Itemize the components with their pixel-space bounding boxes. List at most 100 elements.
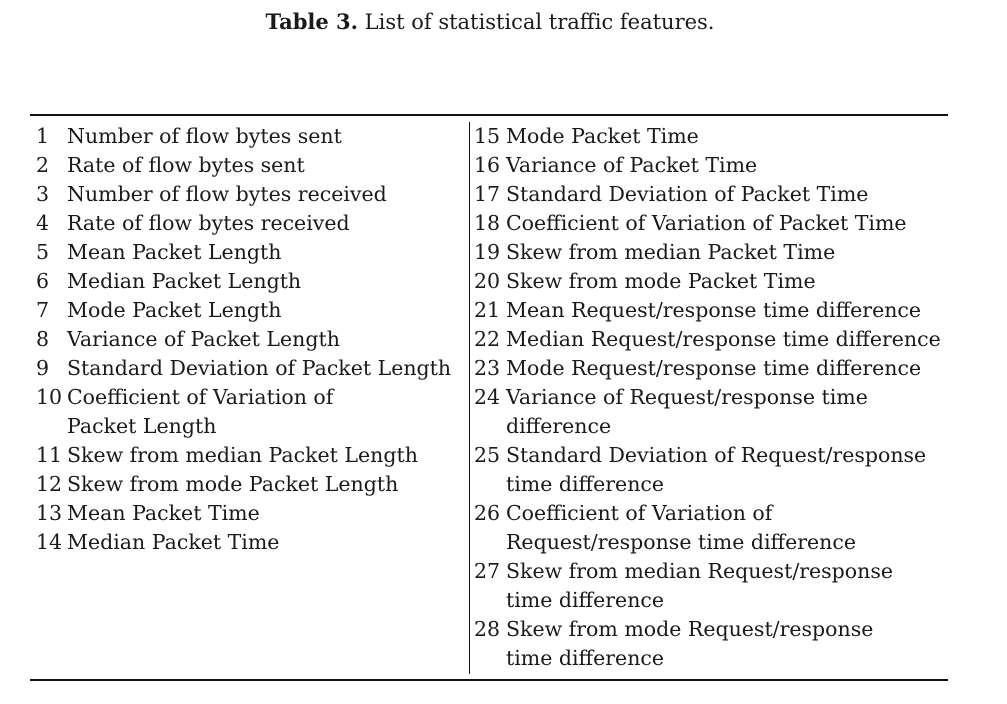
table-row: Packet Length xyxy=(36,412,466,441)
feature-name: Variance of Packet Length xyxy=(67,327,340,351)
feature-number: 19 xyxy=(474,240,501,264)
table-row: 27 Skew from median Request/response xyxy=(474,557,952,586)
feature-number: 7 xyxy=(36,298,50,322)
feature-number: 5 xyxy=(36,240,50,264)
top-rule xyxy=(30,114,948,116)
table-row: 10 Coefficient of Variation of xyxy=(36,383,466,412)
table-row: 24 Variance of Request/response time xyxy=(474,383,952,412)
table-caption: Table 3. List of statistical traffic fea… xyxy=(0,8,980,36)
feature-name: Standard Deviation of Request/response xyxy=(506,443,927,467)
table-row: 11 Skew from median Packet Length xyxy=(36,441,466,470)
feature-number: 23 xyxy=(474,356,501,380)
feature-name: difference xyxy=(506,414,612,438)
table-row: 16 Variance of Packet Time xyxy=(474,151,952,180)
feature-number: 1 xyxy=(36,124,50,148)
feature-name: Packet Length xyxy=(67,414,217,438)
feature-number: 8 xyxy=(36,327,50,351)
table-row: 19 Skew from median Packet Time xyxy=(474,238,952,267)
feature-name: Skew from mode Request/response xyxy=(506,617,874,641)
feature-number: 17 xyxy=(474,182,501,206)
feature-name: Skew from mode Packet Length xyxy=(67,472,399,496)
feature-name: Variance of Packet Time xyxy=(506,153,758,177)
table-row: 18 Coefficient of Variation of Packet Tim… xyxy=(474,209,952,238)
right-column: 15 Mode Packet Time 16 Variance of Packet T… xyxy=(474,122,952,673)
table-row: 1 Number of flow bytes sent xyxy=(36,122,466,151)
table-row: 26 Coefficient of Variation of xyxy=(474,499,952,528)
table-row: 7 Mode Packet Length xyxy=(36,296,466,325)
feature-name: time difference xyxy=(506,472,665,496)
table-row: difference xyxy=(474,412,952,441)
table-row: time difference xyxy=(474,586,952,615)
feature-name: Request/response time difference xyxy=(506,530,856,554)
table-row: 3 Number of flow bytes received xyxy=(36,180,466,209)
feature-name: Mode Packet Length xyxy=(67,298,282,322)
feature-name: Median Packet Time xyxy=(67,530,280,554)
feature-name: Skew from median Packet Length xyxy=(67,443,418,467)
table-row: 6 Median Packet Length xyxy=(36,267,466,296)
feature-number: 11 xyxy=(36,443,63,467)
feature-number: 3 xyxy=(36,182,50,206)
feature-number: 18 xyxy=(474,211,501,235)
feature-number: 15 xyxy=(474,124,501,148)
feature-name: time difference xyxy=(506,588,665,612)
table-row: 23 Mode Request/response time difference xyxy=(474,354,952,383)
feature-number: 27 xyxy=(474,559,501,583)
feature-number: 24 xyxy=(474,385,501,409)
feature-number: 2 xyxy=(36,153,50,177)
table-row: 17 Standard Deviation of Packet Time xyxy=(474,180,952,209)
feature-name: Rate of flow bytes received xyxy=(67,211,350,235)
feature-name: Standard Deviation of Packet Time xyxy=(506,182,869,206)
feature-name: Skew from median Packet Time xyxy=(506,240,836,264)
feature-number: 12 xyxy=(36,472,63,496)
table-row: 28 Skew from mode Request/response xyxy=(474,615,952,644)
table-row: 25 Standard Deviation of Request/response xyxy=(474,441,952,470)
feature-name: Mode Request/response time difference xyxy=(506,356,922,380)
feature-number: 6 xyxy=(36,269,50,293)
feature-number: 13 xyxy=(36,501,63,525)
table-row: 22 Median Request/response time differenc… xyxy=(474,325,952,354)
feature-number: 16 xyxy=(474,153,501,177)
feature-number: 25 xyxy=(474,443,501,467)
feature-name: Standard Deviation of Packet Length xyxy=(67,356,452,380)
feature-name: Coefficient of Variation of xyxy=(67,385,334,409)
feature-name: Variance of Request/response time xyxy=(506,385,868,409)
feature-number: 22 xyxy=(474,327,501,351)
feature-name: time difference xyxy=(506,646,665,670)
feature-number: 26 xyxy=(474,501,501,525)
feature-name: Mode Packet Time xyxy=(506,124,699,148)
table-row: time difference xyxy=(474,644,952,673)
feature-name: Number of flow bytes received xyxy=(67,182,387,206)
feature-number: 21 xyxy=(474,298,501,322)
table-row: 5 Mean Packet Length xyxy=(36,238,466,267)
left-column: 1 Number of flow bytes sent 2 Rate of flow … xyxy=(36,122,466,557)
feature-name: Median Request/response time difference xyxy=(506,327,941,351)
table-row: 12 Skew from mode Packet Length xyxy=(36,470,466,499)
feature-name: Number of flow bytes sent xyxy=(67,124,342,148)
table-row: 15 Mode Packet Time xyxy=(474,122,952,151)
feature-number: 20 xyxy=(474,269,501,293)
feature-name: Skew from median Request/response xyxy=(506,559,893,583)
table-row: 21 Mean Request/response time difference xyxy=(474,296,952,325)
table-row: Request/response time difference xyxy=(474,528,952,557)
feature-number: 10 xyxy=(36,385,63,409)
bottom-rule xyxy=(30,679,948,681)
feature-number: 14 xyxy=(36,530,63,554)
feature-number: 28 xyxy=(474,617,501,641)
feature-name: Rate of flow bytes sent xyxy=(67,153,305,177)
feature-number: 4 xyxy=(36,211,50,235)
feature-name: Mean Packet Time xyxy=(67,501,260,525)
table-row: 8 Variance of Packet Length xyxy=(36,325,466,354)
table-row: 13 Mean Packet Time xyxy=(36,499,466,528)
table-row: 20 Skew from mode Packet Time xyxy=(474,267,952,296)
feature-name: Median Packet Length xyxy=(67,269,302,293)
table-row: 9 Standard Deviation of Packet Length xyxy=(36,354,466,383)
table-row: time difference xyxy=(474,470,952,499)
feature-number: 9 xyxy=(36,356,50,380)
feature-name: Mean Request/response time difference xyxy=(506,298,922,322)
table-label: Table 3. xyxy=(265,9,358,34)
feature-name: Coefficient of Variation of Packet Time xyxy=(506,211,907,235)
table-caption-text: List of statistical traffic features. xyxy=(364,10,715,34)
feature-name: Mean Packet Length xyxy=(67,240,282,264)
feature-name: Skew from mode Packet Time xyxy=(506,269,816,293)
table-row: 14 Median Packet Time xyxy=(36,528,466,557)
